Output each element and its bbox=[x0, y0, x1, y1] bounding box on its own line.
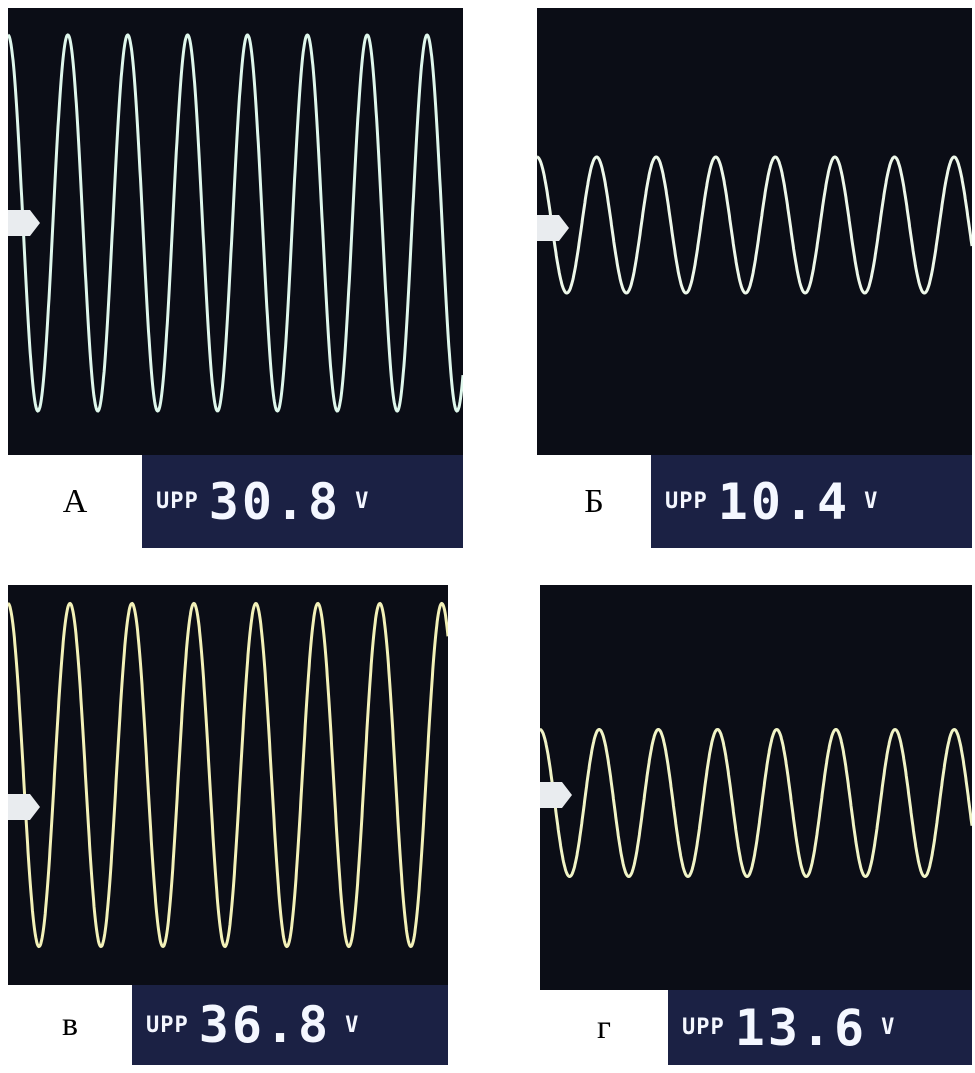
readout-unit: V bbox=[881, 1015, 895, 1040]
readout-value: 10.4 bbox=[717, 472, 851, 531]
vpp-readout: UPP 36.8 V bbox=[132, 985, 448, 1065]
vpp-readout: UPP 30.8 V bbox=[142, 455, 463, 548]
oscilloscope-panel-g: г UPP 13.6 V bbox=[540, 585, 972, 1065]
vpp-readout: UPP 13.6 V bbox=[668, 990, 972, 1065]
waveform-trace bbox=[537, 155, 972, 295]
readout-unit: V bbox=[355, 489, 369, 514]
panel-letter: А bbox=[62, 482, 88, 520]
readout-tag: UPP bbox=[156, 489, 199, 514]
waveform-plot bbox=[8, 33, 463, 413]
readout-value: 30.8 bbox=[208, 472, 342, 531]
panel-letter-box: г bbox=[540, 990, 668, 1065]
panel-letter-box: в bbox=[8, 985, 132, 1065]
readout-unit: V bbox=[345, 1012, 359, 1038]
vpp-readout: UPP 10.4 V bbox=[651, 455, 972, 548]
waveform-trace bbox=[8, 601, 448, 949]
readout-value: 36.8 bbox=[198, 996, 332, 1054]
panel-letter-box: А bbox=[8, 455, 142, 548]
ground-marker-icon bbox=[8, 794, 40, 820]
oscilloscope-screen bbox=[540, 585, 972, 1065]
ground-marker-icon bbox=[8, 210, 40, 236]
readout-unit: V bbox=[864, 489, 878, 514]
oscilloscope-panel-b: Б UPP 10.4 V bbox=[537, 8, 972, 548]
waveform-plot bbox=[537, 155, 972, 295]
panel-letter: г bbox=[597, 1008, 611, 1046]
ground-marker-icon bbox=[537, 215, 569, 241]
oscilloscope-panel-v: в UPP 36.8 V bbox=[8, 585, 448, 1065]
panel-letter: в bbox=[61, 1006, 79, 1043]
readout-tag: UPP bbox=[665, 489, 708, 514]
readout-tag: UPP bbox=[146, 1012, 189, 1038]
waveform-trace bbox=[8, 33, 463, 413]
panel-letter-box: Б bbox=[537, 455, 651, 548]
ground-marker-icon bbox=[540, 782, 572, 808]
waveform-trace bbox=[540, 727, 972, 879]
waveform-plot bbox=[8, 601, 448, 949]
waveform-plot bbox=[540, 727, 972, 879]
readout-tag: UPP bbox=[682, 1015, 725, 1040]
panel-letter: Б bbox=[584, 482, 604, 520]
readout-value: 13.6 bbox=[734, 998, 868, 1057]
oscilloscope-panel-a: А UPP 30.8 V bbox=[8, 8, 463, 548]
